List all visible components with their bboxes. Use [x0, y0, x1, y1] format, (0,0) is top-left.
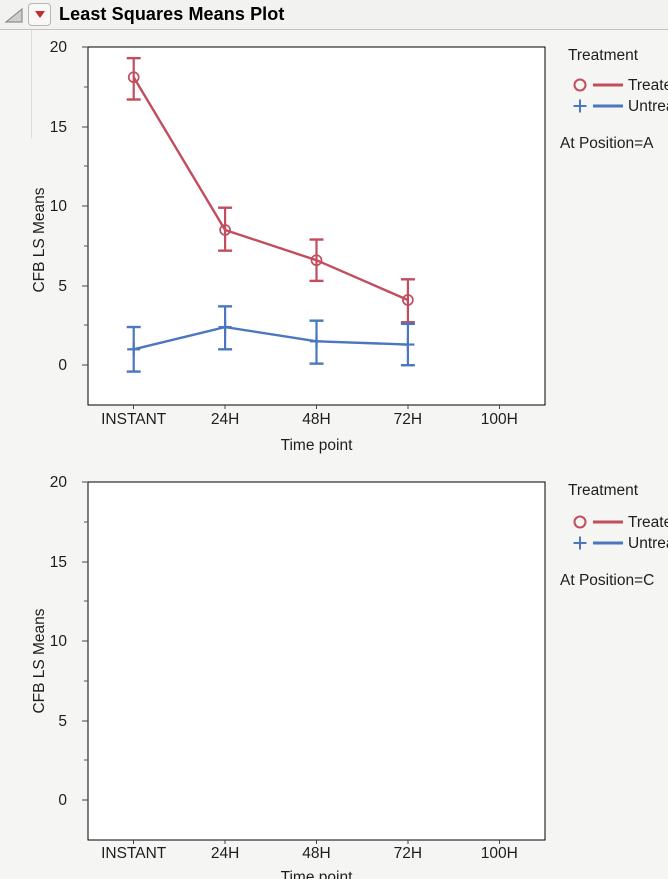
circle-marker	[219, 224, 231, 236]
plot-area	[87, 481, 546, 841]
x-tick-label: INSTANT	[101, 845, 167, 862]
y-axis-title: CFB LS Means	[31, 187, 48, 292]
x-tick-label: INSTANT	[101, 411, 167, 428]
legend: Treatment Treated Untreated At Position=C	[560, 482, 668, 589]
plus-marker-icon	[573, 99, 587, 113]
circle-marker-icon	[573, 515, 587, 529]
x-tick-label: 48H	[302, 845, 330, 862]
x-axis-title: Time point	[281, 869, 353, 879]
x-tick-label: 100H	[481, 411, 518, 428]
series-line-treated	[132, 76, 409, 302]
y-tick-label: 10	[50, 633, 68, 650]
outline-header: Least Squares Means Plot	[0, 0, 668, 30]
y-axis: 0 5 10 15 20	[50, 39, 88, 374]
x-tick-label: 48H	[302, 411, 330, 428]
outline-connector-line	[31, 30, 32, 138]
y-tick-label: 10	[50, 198, 68, 215]
y-tick-label: 20	[50, 474, 68, 491]
legend-position-note: At Position=C	[560, 572, 654, 589]
circle-marker	[402, 294, 414, 306]
x-tick-label: 24H	[211, 845, 239, 862]
legend-title: Treatment	[568, 47, 639, 64]
y-tick-label: 15	[50, 554, 67, 571]
y-tick-label: 5	[58, 713, 67, 730]
plus-marker	[401, 338, 415, 352]
y-tick-label: 20	[50, 39, 68, 56]
x-axis: INSTANT 24H 48H 72H 100H	[101, 840, 518, 862]
legend-item-label: Untreated	[628, 98, 668, 115]
legend: Treatment Treated Untreated At Position=A	[560, 47, 668, 152]
y-tick-label: 0	[58, 792, 67, 809]
x-tick-label: 72H	[394, 411, 422, 428]
plus-marker	[218, 320, 232, 334]
legend-item-treated[interactable]: Treated	[573, 77, 668, 94]
error-bar-treated	[400, 278, 415, 324]
y-axis-title: CFB LS Means	[31, 608, 48, 713]
legend-item-label: Untreated	[628, 535, 668, 552]
series-treated	[126, 56, 415, 324]
x-tick-label: 24H	[211, 411, 239, 428]
disclosure-triangle-icon[interactable]	[3, 4, 25, 26]
y-tick-label: 15	[50, 119, 67, 136]
series-untreated	[126, 305, 415, 373]
legend-item-label: Treated	[628, 77, 668, 94]
circle-marker	[127, 71, 140, 84]
x-axis-title: Time point	[281, 437, 353, 454]
legend-item-untreated[interactable]: Untreated	[573, 535, 668, 552]
series-line-untreated	[133, 325, 408, 351]
page-title: Least Squares Means Plot	[59, 4, 285, 24]
circle-marker-icon	[573, 78, 587, 92]
plus-marker	[310, 334, 323, 348]
y-tick-label: 5	[58, 278, 67, 295]
y-tick-label: 0	[58, 357, 67, 374]
legend-item-label: Treated	[628, 514, 668, 531]
red-triangle-icon	[34, 11, 45, 18]
ls-means-plot-bottom: 0 5 10 15 20 CFB LS Means INSTANT 24H 48H 72H 100H…	[31, 474, 668, 879]
plus-marker-icon	[573, 536, 587, 550]
circle-marker	[310, 254, 323, 267]
legend-title: Treatment	[568, 482, 639, 499]
legend-item-untreated[interactable]: Untreated	[573, 98, 668, 115]
x-tick-label: 72H	[394, 845, 422, 862]
x-axis: INSTANT 24H 48H 72H 100H	[101, 405, 518, 428]
ls-means-plot-top: 0 5 10 15 20 CFB LS Means INSTANT 24H 48H 72H 100H…	[31, 39, 668, 454]
legend-position-note: At Position=A	[560, 135, 654, 152]
plus-marker	[127, 342, 141, 356]
y-axis: 0 5 10 15 20	[50, 474, 88, 809]
lower-right-triangle-glyph	[4, 7, 23, 23]
red-triangle-menu-button[interactable]	[28, 3, 51, 26]
x-tick-label: 100H	[481, 845, 518, 862]
legend-item-treated[interactable]: Treated	[573, 514, 668, 531]
